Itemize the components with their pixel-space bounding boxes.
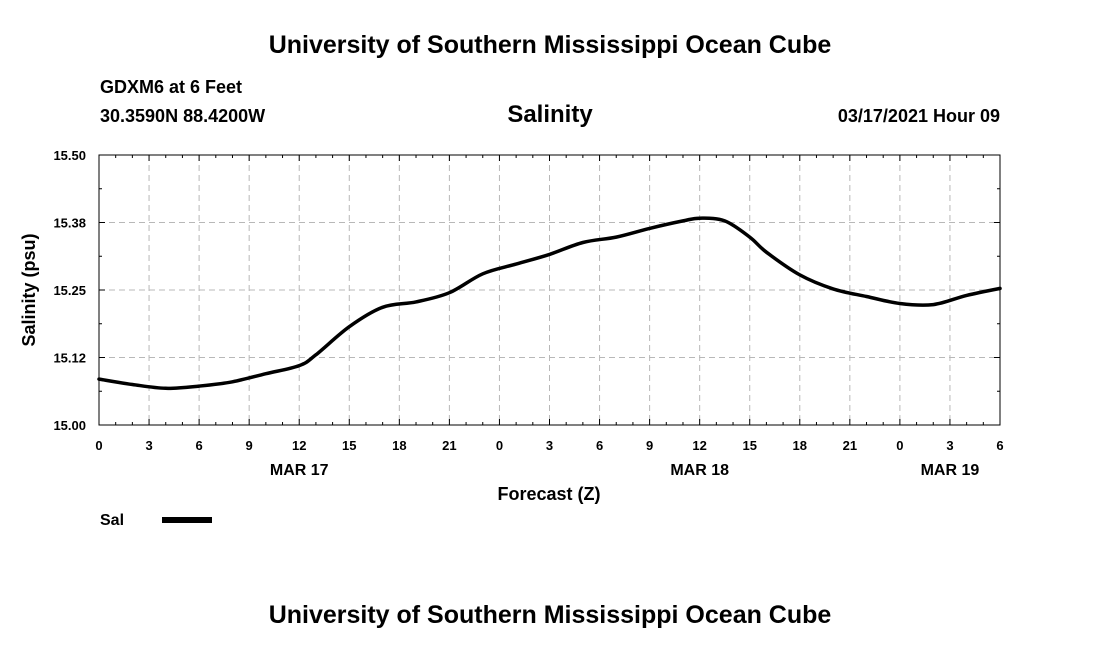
- x-tick-label: 0: [95, 438, 102, 453]
- y-axis-label: Salinity (psu): [19, 233, 39, 346]
- x-axis-label: Forecast (Z): [497, 484, 600, 504]
- date-label: MAR 17: [270, 462, 329, 479]
- y-tick-label: 15.50: [53, 148, 86, 163]
- coordinates-label: 30.3590N 88.4200W: [100, 106, 266, 126]
- date-label: MAR 19: [921, 462, 980, 479]
- x-tick-label: 6: [596, 438, 603, 453]
- page-title: University of Southern Mississippi Ocean…: [268, 31, 832, 59]
- y-tick-label: 15.12: [53, 351, 86, 366]
- x-tick-label: 3: [946, 438, 953, 453]
- x-tick-label: 18: [793, 438, 807, 453]
- x-tick-label: 3: [145, 438, 152, 453]
- x-tick-label: 18: [392, 438, 406, 453]
- x-tick-label: 9: [646, 438, 653, 453]
- axis-tick-labels: 0 3 6 9 12 15 18 21 0 3 6 9 12 15 18 21 0 3 6 15.00 15.12 15.…: [53, 148, 1003, 479]
- footer-title: University of Southern Mississippi Ocean…: [268, 601, 832, 629]
- grid-lines: [99, 155, 1000, 425]
- x-tick-label: 3: [546, 438, 553, 453]
- x-tick-label: 9: [246, 438, 253, 453]
- x-tick-label: 12: [692, 438, 706, 453]
- x-tick-label: 0: [896, 438, 903, 453]
- y-tick-label: 15.38: [53, 216, 86, 231]
- station-label: GDXM6 at 6 Feet: [100, 77, 243, 97]
- x-tick-label: 12: [292, 438, 306, 453]
- x-tick-label: 6: [195, 438, 202, 453]
- series-line-sal: [97, 216, 1002, 391]
- y-tick-label: 15.00: [53, 418, 86, 433]
- x-tick-label: 15: [742, 438, 756, 453]
- legend-label: Sal: [100, 512, 124, 529]
- x-tick-label: 6: [996, 438, 1003, 453]
- y-tick-label: 15.25: [53, 283, 86, 298]
- date-label: MAR 18: [670, 462, 729, 479]
- x-tick-label: 21: [843, 438, 857, 453]
- chart-title: Salinity: [507, 101, 593, 128]
- x-tick-label: 21: [442, 438, 456, 453]
- forecast-datetime: 03/17/2021 Hour 09: [837, 106, 1000, 126]
- x-tick-label: 15: [342, 438, 356, 453]
- x-tick-label: 0: [496, 438, 503, 453]
